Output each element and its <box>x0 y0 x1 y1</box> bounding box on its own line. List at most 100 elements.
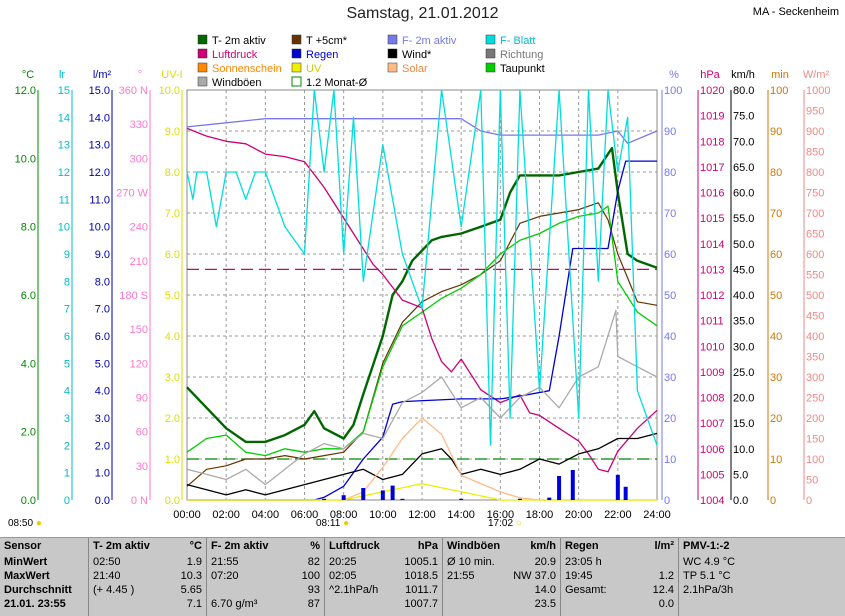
stats-column-header: Regen l/m² <box>561 538 678 555</box>
legend-swatch <box>291 34 302 45</box>
right-axis-tick: 55.0 <box>733 213 754 225</box>
left-axis-tick: 10 <box>58 222 70 234</box>
stats-cell: 93 <box>207 583 324 597</box>
right-axis-tick: 850 <box>806 147 824 159</box>
stats-column: F- 2m aktiv% 21:55 82 07:20 100 93 6.70 g/m³ 87 <box>207 538 324 616</box>
stats-header-name: Windböen <box>447 540 501 552</box>
right-axis-tick: 50 <box>806 475 818 487</box>
right-axis-tick: 350 <box>806 352 824 364</box>
stats-header-unit: hPa <box>417 540 438 552</box>
right-axis-tick: 0 <box>664 495 670 507</box>
left-axis-unit: °C <box>22 69 34 81</box>
right-axis-tick: 1010 <box>700 341 724 353</box>
legend-label: Wind* <box>402 49 432 61</box>
right-axis-tick: 60 <box>664 249 676 261</box>
right-axis-tick: 50.0 <box>733 239 754 251</box>
right-axis-tick: 70 <box>770 208 782 220</box>
right-axis-tick: 500 <box>806 290 824 302</box>
right-axis-tick: 60.0 <box>733 188 754 200</box>
right-axis-tick: 10.0 <box>733 444 754 456</box>
right-axis-tick: 40 <box>664 331 676 343</box>
stats-separator <box>560 538 561 616</box>
legend-swatch <box>291 48 302 59</box>
stats-header-unit: km/h <box>530 540 556 552</box>
right-axis-tick: 0 <box>806 495 812 507</box>
stats-cell-time: 02:05 <box>329 570 357 582</box>
stats-column-header: Windböen km/h <box>443 538 560 555</box>
stats-cell-time: 23:05 h <box>565 556 602 568</box>
rain-bar <box>322 498 327 500</box>
right-axis-tick: 40 <box>770 331 782 343</box>
rain-bar <box>570 470 575 500</box>
right-axis-unit: km/h <box>731 69 755 81</box>
right-axis-tick: 1019 <box>700 111 724 123</box>
right-axis-tick: 1011 <box>700 316 724 328</box>
rain-bar <box>380 490 385 500</box>
left-axis-unit: ° <box>138 69 142 81</box>
right-axis-tick: 90 <box>664 126 676 138</box>
right-axis-tick: 100 <box>770 85 788 97</box>
left-axis-tick: 4.0 <box>21 358 36 370</box>
left-axis-tick: 6.0 <box>95 331 110 343</box>
right-axis-tick: 30 <box>770 372 782 384</box>
stats-label-avg: Durchschnitt <box>4 584 72 596</box>
right-axis-tick: 1004 <box>700 495 724 507</box>
series-line-regen <box>187 160 657 501</box>
right-axis-tick: 20 <box>664 413 676 425</box>
stats-cell-time: 21:55 <box>447 570 475 582</box>
stats-cell-value: 0.0 <box>658 598 674 610</box>
stats-cell: 20:25 1005.1 <box>325 555 442 569</box>
x-tick-label: 08:00 <box>330 509 358 521</box>
left-axis-tick: 300 <box>130 153 148 165</box>
legend-label: Windböen <box>212 77 262 89</box>
legend-label: F- Blatt <box>500 35 535 47</box>
stats-cell-value: 1.9 <box>186 556 202 568</box>
stats-cell-value: 20.9 <box>534 556 556 568</box>
left-axis-tick: 14 <box>58 112 70 124</box>
solar-noon-time: 08:11 ● <box>316 518 350 529</box>
legend-label: Richtung <box>500 49 543 61</box>
stats-separator <box>442 538 443 616</box>
series-line-f-blatt <box>186 89 658 446</box>
series-line-luftdruck <box>186 127 658 473</box>
stats-cell: 0.0 <box>561 597 678 611</box>
stats-header-name: T- 2m aktiv <box>93 540 150 552</box>
right-axis-tick: 450 <box>806 311 824 323</box>
stats-cell-value: 93 <box>307 584 320 596</box>
stats-column-header: PMV-1:-2 <box>679 538 845 555</box>
series-line-windb-en <box>186 309 658 486</box>
stats-cell: Ø 10 min. 20.9 <box>443 555 560 569</box>
right-axis-tick: 20 <box>770 413 782 425</box>
stats-cell-time: 21:55 <box>211 556 239 568</box>
stats-cell: 2.1hPa/3h <box>679 583 845 597</box>
legend-label: UV <box>306 63 322 75</box>
x-tick-label: 06:00 <box>291 509 319 521</box>
right-axis-tick: 90 <box>770 126 782 138</box>
stats-cell-value: 1.2 <box>658 570 674 582</box>
stats-column-header: T- 2m aktiv °C <box>89 538 206 555</box>
legend-label: Luftdruck <box>212 49 258 61</box>
right-axis-tick: 0.0 <box>733 495 748 507</box>
right-axis-tick: 700 <box>806 208 824 220</box>
right-axis-tick: 75.0 <box>733 111 754 123</box>
left-axis-tick: 13.0 <box>89 140 110 152</box>
x-tick-label: 10:00 <box>369 509 397 521</box>
legend-label: 1.2 Monat-Ø <box>306 77 368 89</box>
left-axis-tick: 5 <box>64 358 70 370</box>
rain-bar <box>390 485 395 500</box>
stats-cell-value: 5.65 <box>180 584 202 596</box>
right-axis-tick: 1000 <box>806 85 830 97</box>
legend-label: T- 2m aktiv <box>212 35 266 47</box>
left-axis-tick: 0.0 <box>95 495 110 507</box>
left-axis-tick: 2.0 <box>21 427 36 439</box>
left-axis-tick: 10.0 <box>15 153 36 165</box>
right-axis-tick: 65.0 <box>733 162 754 174</box>
stats-header-name: Luftdruck <box>329 540 380 552</box>
left-axis-tick: 6.0 <box>21 290 36 302</box>
right-axis-tick: 750 <box>806 188 824 200</box>
stats-header-name: F- 2m aktiv <box>211 540 269 552</box>
legend-swatch <box>387 48 398 59</box>
right-axis-tick: 15.0 <box>733 418 754 430</box>
series-line-t-5cm- <box>186 202 658 487</box>
right-axis-tick: 550 <box>806 270 824 282</box>
